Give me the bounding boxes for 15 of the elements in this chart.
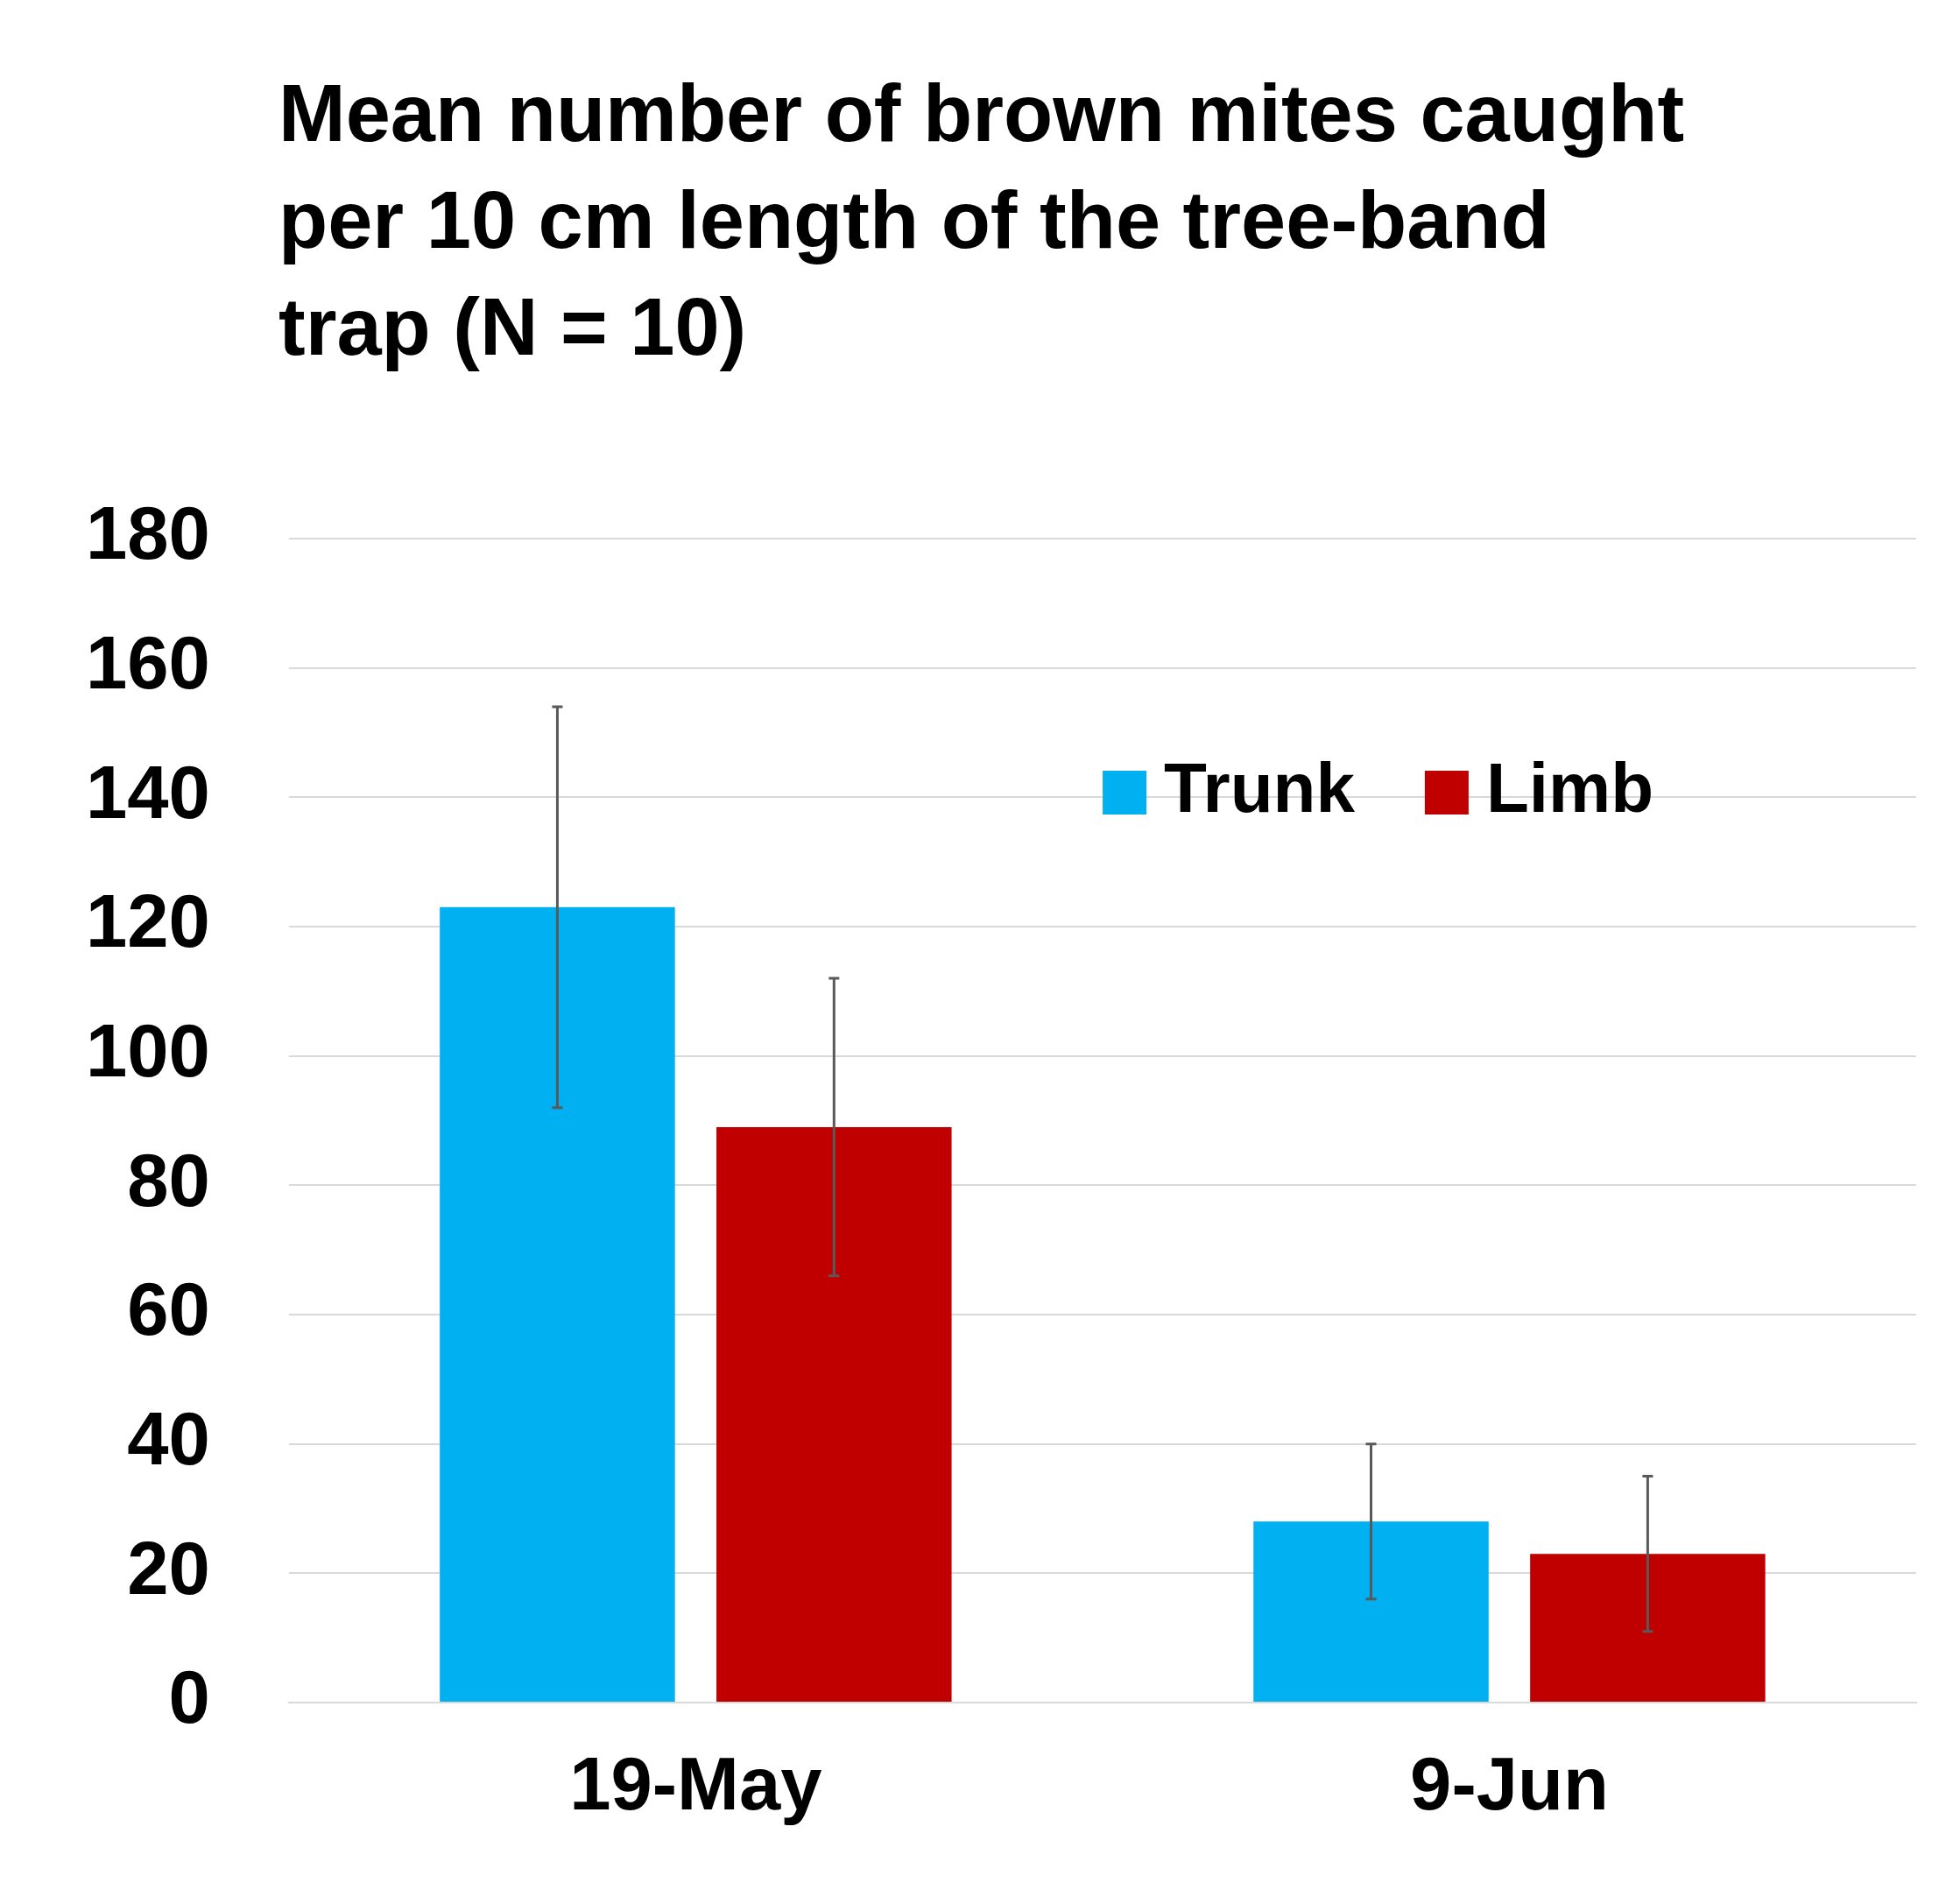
y-tick-label: 140 <box>85 750 210 834</box>
y-tick-label: 120 <box>85 879 210 963</box>
y-tick-label: 100 <box>85 1009 210 1093</box>
chart-title: Mean number of brown mites caught per 10 cm length of the tree-band trap (N = 10) <box>278 67 1685 373</box>
y-tick-label: 60 <box>127 1267 210 1351</box>
x-tick-label: 9-Jun <box>1410 1742 1609 1826</box>
y-tick-label: 20 <box>127 1526 210 1610</box>
legend-label: Trunk <box>1164 749 1356 828</box>
legend-label: Limb <box>1485 749 1653 828</box>
y-tick-label: 0 <box>168 1655 210 1739</box>
x-tick-label: 19-May <box>569 1742 822 1826</box>
y-tick-label: 180 <box>85 491 210 575</box>
y-tick-label: 40 <box>127 1397 210 1481</box>
y-tick-label: 160 <box>85 621 210 705</box>
y-tick-label: 80 <box>127 1138 210 1222</box>
